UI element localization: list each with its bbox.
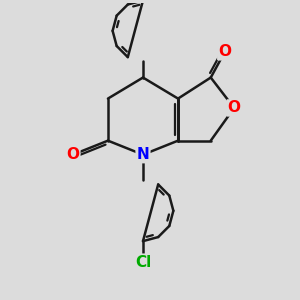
Text: N: N — [136, 147, 149, 162]
Text: Cl: Cl — [135, 255, 151, 270]
Text: O: O — [66, 147, 80, 162]
Text: O: O — [218, 44, 231, 59]
Text: O: O — [228, 100, 241, 116]
